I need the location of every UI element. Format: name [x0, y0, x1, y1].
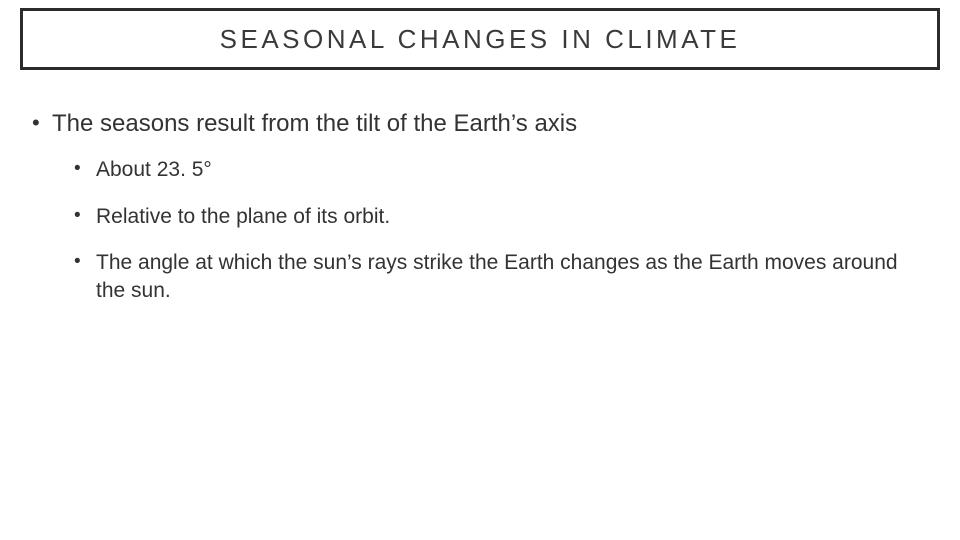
slide: SEASONAL CHANGES IN CLIMATE The seasons … — [0, 0, 960, 540]
list-item: The angle at which the sun’s rays strike… — [72, 249, 928, 306]
slide-content: The seasons result from the tilt of the … — [28, 108, 928, 324]
bullet-sub-text: About 23. 5° — [96, 158, 212, 181]
list-item: About 23. 5° — [72, 156, 928, 184]
bullet-list-level2: About 23. 5° Relative to the plane of it… — [52, 156, 928, 305]
list-item: The seasons result from the tilt of the … — [28, 108, 928, 306]
list-item: Relative to the plane of its orbit. — [72, 203, 928, 231]
bullet-sub-text: The angle at which the sun’s rays strike… — [96, 251, 898, 302]
title-box: SEASONAL CHANGES IN CLIMATE — [20, 8, 940, 70]
slide-title: SEASONAL CHANGES IN CLIMATE — [220, 24, 741, 55]
bullet-sub-text: Relative to the plane of its orbit. — [96, 205, 390, 228]
bullet-list-level1: The seasons result from the tilt of the … — [28, 108, 928, 306]
bullet-main-text: The seasons result from the tilt of the … — [52, 110, 577, 137]
